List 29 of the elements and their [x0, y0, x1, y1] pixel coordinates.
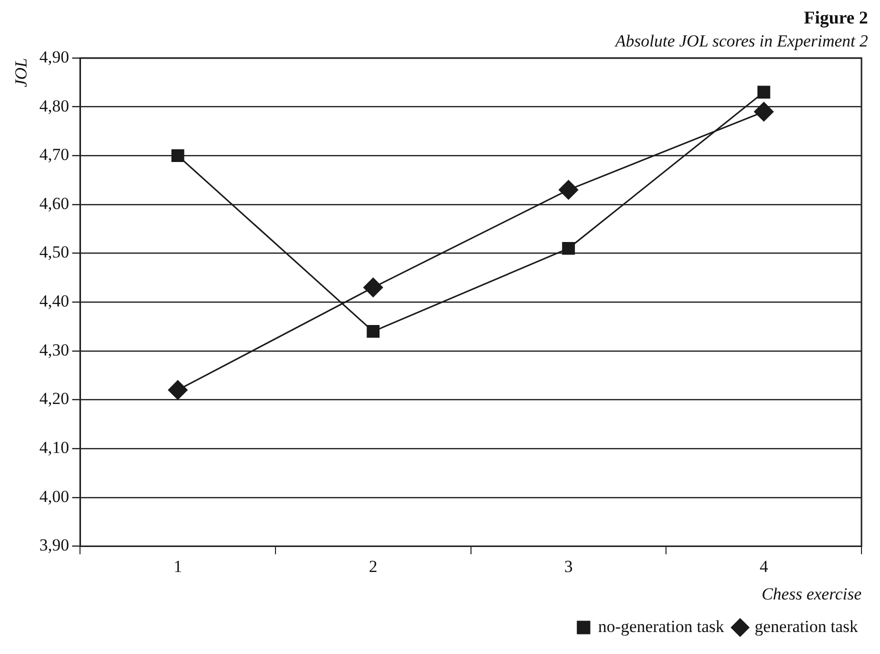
- y-tick-label: 4,00: [39, 486, 70, 506]
- point: [757, 86, 770, 99]
- y-tick-label: 4,90: [39, 47, 70, 66]
- y-tick-label: 4,70: [39, 145, 70, 164]
- point: [562, 242, 575, 255]
- y-tick-label: 3,90: [39, 536, 70, 555]
- chart-title: Figure 2: [804, 7, 868, 28]
- x-axis-title: Chess exercise: [762, 584, 862, 604]
- point: [754, 102, 774, 122]
- y-tick-label: 4,30: [39, 340, 70, 360]
- y-tick-label: 4,60: [39, 194, 70, 213]
- x-tick-label: 1: [174, 556, 182, 576]
- legend-label: generation task: [754, 616, 858, 636]
- y-tick-label: 4,40: [39, 292, 70, 311]
- point: [363, 278, 383, 298]
- chart-subtitle: Absolute JOL scores in Experiment 2: [614, 31, 868, 50]
- point: [168, 380, 188, 400]
- point: [171, 149, 184, 162]
- y-tick-label: 4,80: [39, 96, 70, 116]
- point: [366, 324, 380, 338]
- x-tick-label: 3: [564, 556, 573, 576]
- point: [558, 180, 578, 200]
- y-tick-label: 4,20: [39, 389, 70, 408]
- x-tick-label: 4: [760, 556, 769, 576]
- y-axis-title: JOL: [12, 58, 31, 88]
- x-tick-label: 2: [368, 556, 378, 576]
- legend-label: no-generation task: [598, 616, 725, 636]
- y-tick-label: 4,10: [39, 438, 70, 458]
- y-tick-label: 4,50: [39, 242, 70, 262]
